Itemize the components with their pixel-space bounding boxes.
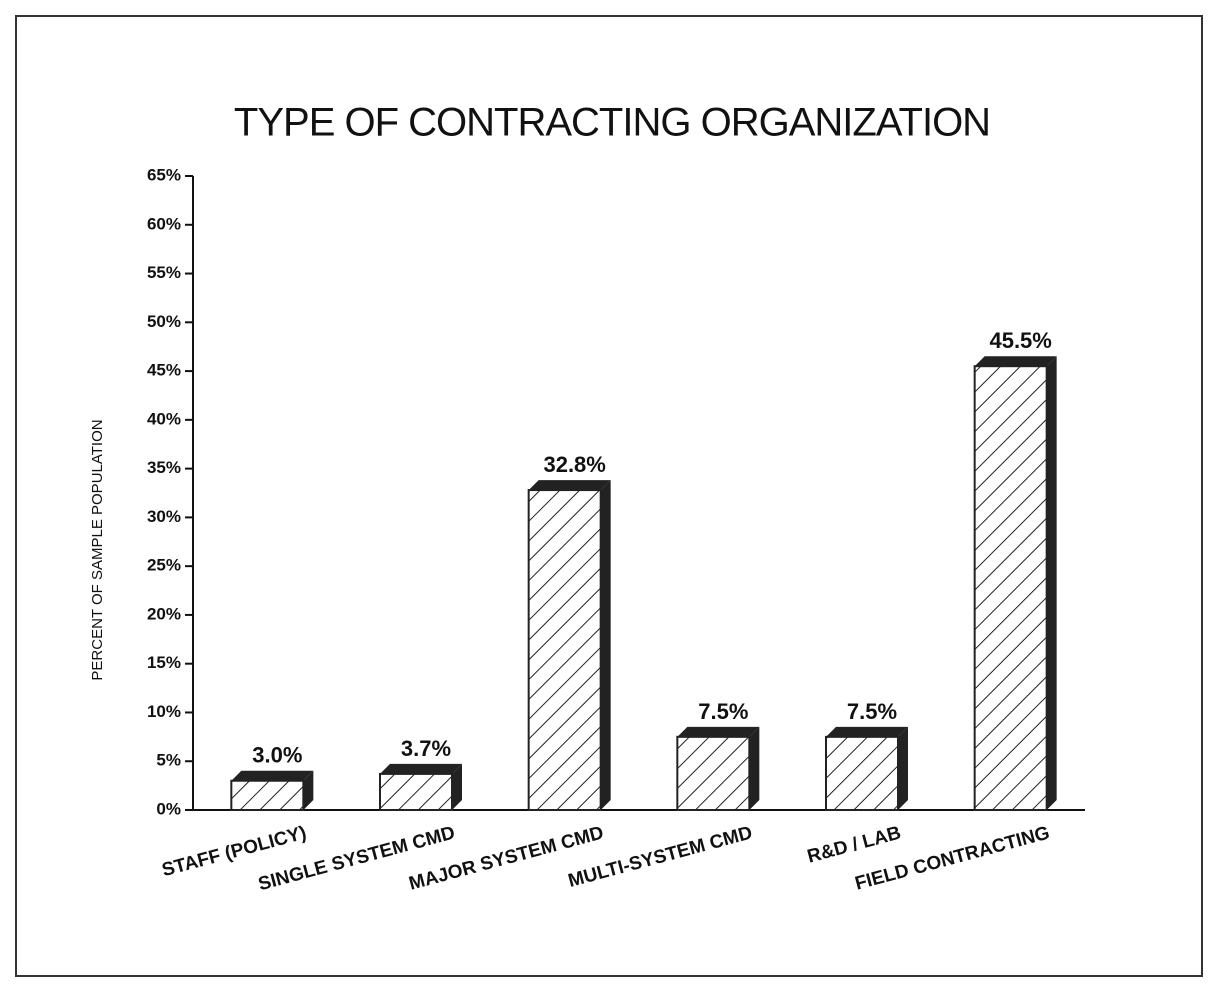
y-tick-label: 55% <box>147 263 181 282</box>
y-tick-label: 5% <box>156 751 181 770</box>
bar <box>230 779 305 812</box>
y-tick-label: 65% <box>147 165 181 184</box>
y-tick-label: 50% <box>147 312 181 331</box>
bar-top <box>380 763 462 774</box>
frame <box>15 15 1203 977</box>
y-tick-label: 30% <box>147 507 181 526</box>
bar-side <box>303 770 314 810</box>
bar <box>973 365 1048 811</box>
bar-top <box>826 726 908 737</box>
y-tick-label: 0% <box>156 799 181 818</box>
bar-top <box>974 356 1057 367</box>
y-tick-label: 15% <box>147 653 181 672</box>
bar-side <box>1046 356 1057 810</box>
y-tick-label: 35% <box>147 458 181 477</box>
bar-side <box>749 726 760 810</box>
bar <box>527 489 602 811</box>
bar-top <box>677 726 760 737</box>
bar-side <box>898 726 908 810</box>
y-tick-label: 60% <box>147 214 181 233</box>
bar-side <box>600 480 611 810</box>
bar <box>825 735 899 811</box>
y-axis-label: PERCENT OF SAMPLE POPULATION <box>89 419 106 680</box>
bar <box>379 772 453 811</box>
y-tick-label: 40% <box>147 409 181 428</box>
y-tick-label: 45% <box>147 361 181 380</box>
bar-top <box>231 770 314 781</box>
y-tick-label: 20% <box>147 604 181 623</box>
value-label: 45.5% <box>989 328 1051 353</box>
value-label: 3.0% <box>252 743 302 768</box>
bar-side <box>452 763 462 810</box>
x-tick-label: R&D / LAB <box>805 823 903 868</box>
y-tick-label: 10% <box>147 702 181 721</box>
bar <box>676 735 751 811</box>
value-label: 3.7% <box>401 736 451 761</box>
bar-top <box>528 480 611 491</box>
value-label: 7.5% <box>847 699 897 724</box>
chart-title: TYPE OF CONTRACTING ORGANIZATION <box>234 101 990 145</box>
value-label: 7.5% <box>698 699 748 724</box>
value-label: 32.8% <box>543 452 605 477</box>
y-tick-label: 25% <box>147 556 181 575</box>
